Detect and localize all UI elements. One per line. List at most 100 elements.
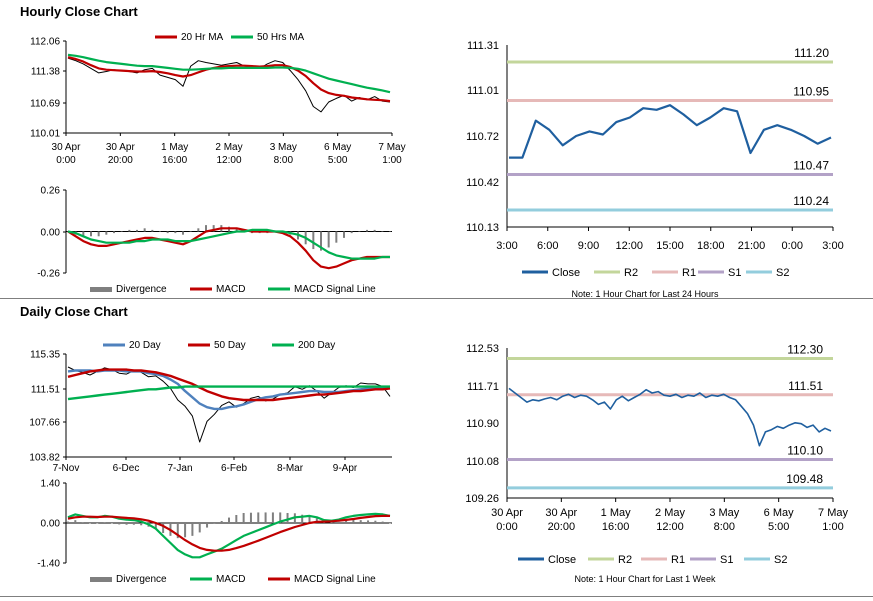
daily-price-x-tick-label: 9-Apr [333,463,358,474]
daily-macd-divergence-bar [271,512,274,523]
weekly-levels-x-tick-label: 1 May [601,507,631,519]
daily-macd-divergence-bar [352,519,355,523]
hourly-macd-divergence-bar [389,231,391,232]
weekly-levels-y-tick-label: 111.71 [467,381,499,393]
section-divider [0,298,873,299]
daily-price-x-tick-label: 7-Nov [53,463,80,474]
daily-macd-y-tick-label: -1.40 [37,559,60,570]
hourly-macd-divergence-bar [350,231,353,234]
hourly-levels-level-label-s2: 110.24 [793,194,829,208]
hourly-macd-divergence-bar [197,228,200,232]
hourly-levels-y-tick-label: 110.42 [466,177,499,189]
daily-price-x-tick-label: 7-Jan [167,463,192,474]
hourly-price-x-tick-label: 20:00 [108,155,133,166]
hourly-levels-y-tick-label: 111.01 [467,85,499,97]
daily-section-title: Daily Close Chart [20,304,128,319]
hourly-macd-divergence-bar [128,229,131,232]
daily-macd-divergence-bar [315,518,318,523]
daily-macd-divergence-bar [125,523,128,525]
hourly-price-x-tick-label: 30 Apr [106,142,136,153]
daily-price-x-tick-label: 6-Feb [221,463,248,474]
weekly-levels-y-tick-label: 110.90 [466,418,499,430]
weekly-levels-x-tick-label: 1:00 [822,521,843,533]
daily-price-x-tick-label: 6-Dec [113,463,140,474]
hourly-section-title: Hourly Close Chart [20,4,138,19]
hourly-price-x-tick-label: 6 May [324,142,351,153]
hourly-levels-legend-label: S1 [728,267,741,279]
hourly-levels-x-tick-label: 9:00 [578,240,599,252]
weekly-levels-note: Note: 1 Hour Chart for Last 1 Week [575,574,716,584]
weekly-levels-level-label-s1: 110.10 [787,443,823,457]
weekly-levels-legend-label: Close [548,554,576,566]
hourly-macd-divergence-bar [212,225,215,232]
hourly-levels-x-tick-label: 0:00 [782,240,803,252]
daily-macd-divergence-bar [308,515,311,523]
hourly-levels-note: Note: 1 Hour Chart for Last 24 Hours [571,289,719,299]
daily-macd-legend-label: Divergence [116,574,167,585]
hourly-levels-legend-label: S2 [776,267,789,279]
hourly-levels-y-tick-label: 110.13 [466,222,499,234]
hourly-levels-x-tick-label: 3:00 [822,240,843,252]
daily-macd-divergence-bar [374,520,377,523]
daily-price-y-tick-label: 115.35 [30,350,60,361]
hourly-price-x-tick-label: 1 May [161,142,188,153]
hourly-macd-divergence-bar [235,228,238,232]
hourly-macd-divergence-bar [205,225,207,232]
daily-macd-y-tick-label: 1.40 [41,479,61,490]
hourly-price-x-tick-label: 16:00 [162,155,187,166]
daily-macd-divergence-bar [257,512,260,523]
hourly-levels-level-label-r2: 111.20 [794,46,829,60]
weekly-levels-x-tick-label: 16:00 [602,521,630,533]
daily-price-legend-label: 50 Day [214,340,246,351]
hourly-levels-level-label-r1: 110.95 [793,85,829,99]
hourly-macd-y-tick-label: -0.26 [37,269,60,280]
hourly-macd-divergence-bar [159,231,161,232]
hourly-macd-divergence-bar [82,231,85,237]
hourly-macd-divergence-bar [143,228,146,232]
hourly-macd-divergence-bar [174,231,177,234]
hourly-price-x-tick-label: 5:00 [328,155,348,166]
weekly-levels-x-tick-label: 8:00 [714,521,735,533]
hourly-macd-divergence-bar [136,229,138,232]
weekly-levels-y-tick-label: 112.53 [466,343,499,355]
hourly-price-x-tick-label: 30 Apr [52,142,82,153]
hourly-price-x-tick-label: 8:00 [274,155,294,166]
hourly-macd-legend-label: MACD [216,284,245,295]
hourly-price-x-tick-label: 2 May [215,142,242,153]
hourly-macd-divergence-bar [366,229,368,232]
hourly-macd-divergence-bar [113,231,115,234]
hourly-macd-divergence-bar [327,231,330,248]
hourly-price-x-tick-label: 1:00 [382,155,402,166]
daily-macd-divergence-bar [235,515,238,523]
hourly-macd-divergence-bar [90,231,92,237]
hourly-macd-divergence-bar [358,231,361,232]
daily-macd-divergence-bar [213,523,216,524]
hourly-price-series-50-hrs-ma [67,53,391,94]
daily-macd-divergence-bar [381,521,384,523]
hourly-macd-divergence-bar [381,231,384,232]
hourly-price-y-tick-label: 112.06 [30,37,60,48]
hourly-price-x-tick-label: 0:00 [56,155,76,166]
hourly-macd-divergence-bar [166,231,169,234]
daily-price-series-50-day [67,368,391,402]
daily-macd-divergence-bar [81,522,84,523]
hourly-price-x-tick-label: 3 May [270,142,297,153]
weekly-levels-level-label-r2: 112.30 [787,343,823,357]
daily-macd-y-tick-label: 0.00 [41,519,61,530]
daily-macd-series-macd-signal-line [67,514,390,552]
hourly-levels-level-label-s1: 110.47 [793,159,829,173]
daily-macd-divergence-bar [103,522,106,523]
hourly-macd-y-tick-label: 0.26 [41,186,61,197]
hourly-levels-x-tick-label: 3:00 [496,240,517,252]
daily-macd-divergence-bar [132,523,135,525]
weekly-levels-level-label-r1: 111.51 [788,379,823,393]
hourly-price-series-20-hr-ma [67,56,391,103]
hourly-levels-x-tick-label: 18:00 [697,240,725,252]
daily-macd-divergence-bar [184,523,187,538]
hourly-macd-divergence-bar [343,231,345,238]
hourly-macd-divergence-bar [320,231,322,251]
daily-macd-divergence-bar [330,522,333,523]
daily-macd-divergence-bar [367,520,370,523]
daily-macd-divergence-bar [140,523,143,526]
hourly-macd-series-macd-signal-line [67,228,390,260]
